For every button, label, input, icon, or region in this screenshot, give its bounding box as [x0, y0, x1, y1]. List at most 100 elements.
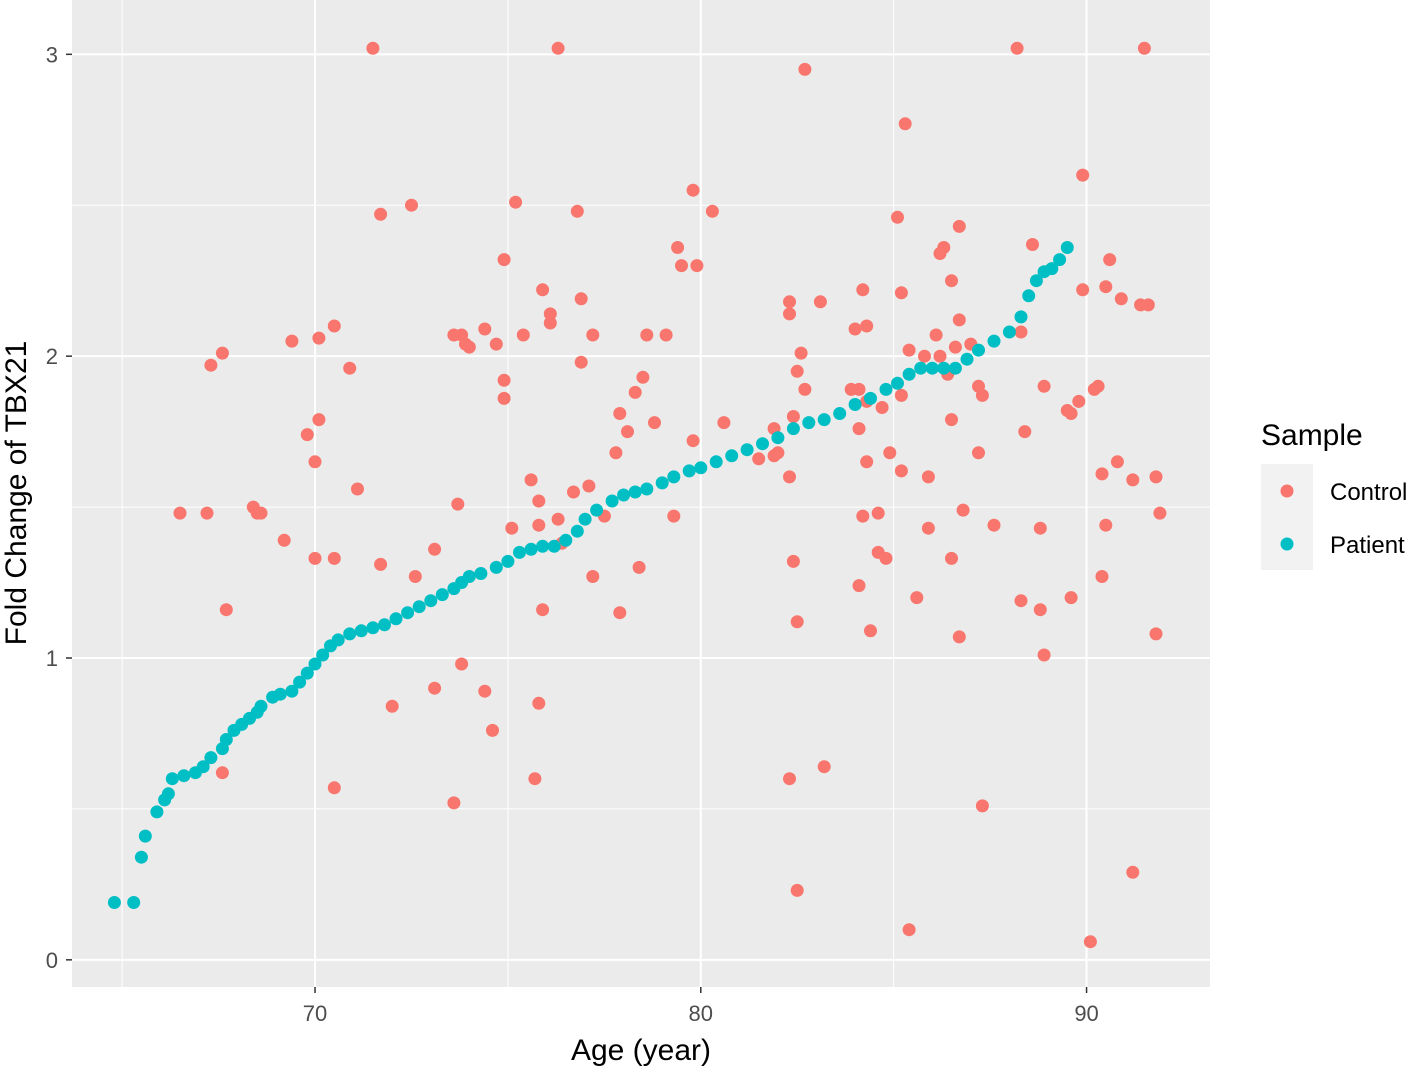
point-patient: [937, 361, 951, 375]
point-control: [532, 696, 546, 710]
legend-key-control-dot: [1280, 484, 1294, 498]
point-control: [536, 283, 550, 297]
point-control: [794, 346, 808, 360]
point-patient: [524, 542, 538, 556]
point-patient: [219, 733, 233, 746]
point-control: [860, 455, 874, 469]
point-control: [632, 560, 646, 574]
legend: Sample Control Patient: [1261, 419, 1407, 570]
point-control: [783, 772, 796, 786]
point-control: [856, 283, 870, 297]
point-control: [1037, 648, 1051, 662]
point-control: [204, 358, 218, 372]
point-patient: [412, 600, 426, 614]
point-control: [462, 340, 476, 354]
point-patient: [570, 524, 584, 538]
point-control: [451, 497, 465, 511]
point-control: [813, 295, 827, 309]
point-control: [1103, 253, 1117, 267]
point-control: [987, 518, 1001, 532]
grid-major-lines: [72, 0, 1210, 987]
y-tick-label: 3: [46, 42, 58, 67]
point-control: [586, 328, 600, 342]
y-tick-label: 1: [46, 646, 58, 671]
point-control: [478, 684, 492, 698]
point-patient: [902, 367, 916, 381]
point-control: [312, 413, 326, 427]
point-patient: [786, 422, 800, 436]
point-patient: [1060, 241, 1074, 254]
point-patient: [817, 413, 831, 427]
point-control: [972, 446, 985, 460]
point-control: [254, 506, 268, 520]
point-control: [1141, 298, 1155, 312]
point-control: [1064, 591, 1078, 605]
point-control: [497, 373, 511, 387]
point-control: [613, 407, 627, 420]
point-control: [852, 382, 866, 396]
point-control: [894, 388, 908, 402]
point-control: [910, 591, 924, 605]
point-control: [277, 533, 291, 547]
point-control: [1083, 935, 1097, 949]
point-control: [543, 307, 557, 321]
y-tick-label: 0: [46, 948, 58, 973]
point-control: [790, 615, 804, 629]
point-patient: [536, 539, 550, 553]
point-control: [447, 796, 461, 810]
point-control: [327, 319, 341, 333]
point-control: [948, 340, 962, 354]
point-control: [173, 506, 187, 520]
point-control: [879, 551, 893, 565]
legend-label-patient: Patient: [1330, 532, 1405, 559]
point-patient: [960, 352, 974, 366]
legend-title: Sample: [1261, 419, 1363, 452]
point-patient: [725, 449, 739, 463]
x-tick-label: 80: [689, 1001, 713, 1026]
point-control: [574, 292, 588, 306]
point-patient: [1045, 262, 1059, 276]
point-patient: [513, 545, 526, 559]
point-control: [374, 557, 388, 571]
point-control: [509, 195, 523, 209]
point-patient: [694, 461, 708, 475]
point-control: [628, 385, 642, 399]
point-patient: [331, 633, 345, 647]
point-control: [798, 62, 812, 76]
point-control: [351, 482, 364, 496]
point-patient: [343, 627, 357, 641]
point-patient: [354, 624, 368, 638]
point-patient: [879, 382, 893, 396]
point-control: [308, 551, 322, 565]
data-points: [107, 41, 1167, 949]
point-control: [786, 554, 800, 568]
point-control: [1149, 470, 1163, 484]
point-control: [864, 624, 877, 638]
point-control: [543, 316, 557, 330]
point-control: [567, 485, 580, 499]
point-control: [717, 416, 731, 430]
y-tick-labels: 0 1 2 3: [46, 42, 58, 973]
point-patient: [1022, 289, 1036, 303]
point-control: [690, 259, 704, 273]
point-patient: [740, 443, 754, 457]
point-control: [285, 334, 299, 348]
point-patient: [655, 476, 669, 490]
point-control: [1072, 394, 1086, 408]
point-patient: [948, 361, 962, 375]
point-patient: [474, 567, 488, 580]
point-control: [975, 388, 989, 402]
point-control: [648, 416, 661, 430]
point-control: [771, 446, 785, 460]
point-control: [856, 509, 870, 523]
point-patient: [925, 361, 939, 375]
point-patient: [366, 621, 380, 635]
point-control: [945, 274, 958, 288]
point-control: [1091, 379, 1105, 393]
point-control: [1114, 292, 1128, 306]
point-control: [956, 503, 970, 517]
point-control: [675, 259, 688, 273]
point-patient: [891, 376, 904, 390]
point-control: [1137, 41, 1151, 55]
point-control: [505, 521, 519, 535]
